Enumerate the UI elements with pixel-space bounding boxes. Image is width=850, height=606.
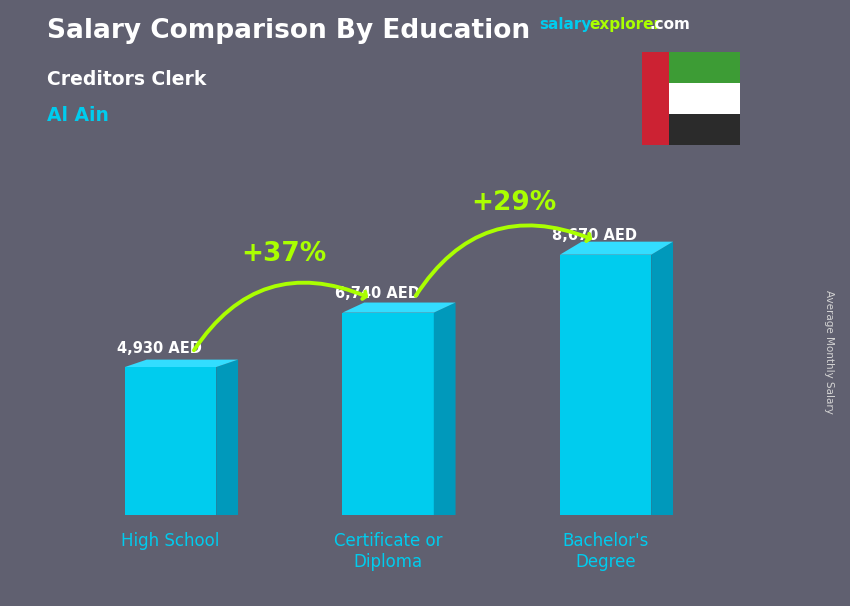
Bar bbox=[642, 52, 669, 145]
Text: +37%: +37% bbox=[241, 241, 326, 267]
Text: explorer: explorer bbox=[589, 17, 661, 32]
Text: .com: .com bbox=[649, 17, 690, 32]
Polygon shape bbox=[560, 255, 651, 515]
Text: 4,930 AED: 4,930 AED bbox=[117, 341, 202, 356]
Bar bbox=[642, 83, 740, 114]
Polygon shape bbox=[125, 367, 216, 515]
Text: +29%: +29% bbox=[472, 190, 557, 216]
Text: salary: salary bbox=[540, 17, 592, 32]
Bar bbox=[642, 52, 740, 83]
Polygon shape bbox=[125, 359, 238, 367]
Polygon shape bbox=[651, 242, 673, 515]
Polygon shape bbox=[560, 242, 673, 255]
Text: Average Monthly Salary: Average Monthly Salary bbox=[824, 290, 834, 413]
Bar bbox=[642, 114, 740, 145]
Text: 8,670 AED: 8,670 AED bbox=[552, 228, 638, 243]
Text: Al Ain: Al Ain bbox=[47, 106, 109, 125]
Polygon shape bbox=[343, 302, 456, 313]
Text: Creditors Clerk: Creditors Clerk bbox=[47, 70, 206, 88]
Polygon shape bbox=[434, 302, 456, 515]
Text: Salary Comparison By Education: Salary Comparison By Education bbox=[47, 18, 530, 44]
Text: 6,740 AED: 6,740 AED bbox=[335, 286, 420, 301]
Polygon shape bbox=[343, 313, 434, 515]
Polygon shape bbox=[216, 359, 238, 515]
